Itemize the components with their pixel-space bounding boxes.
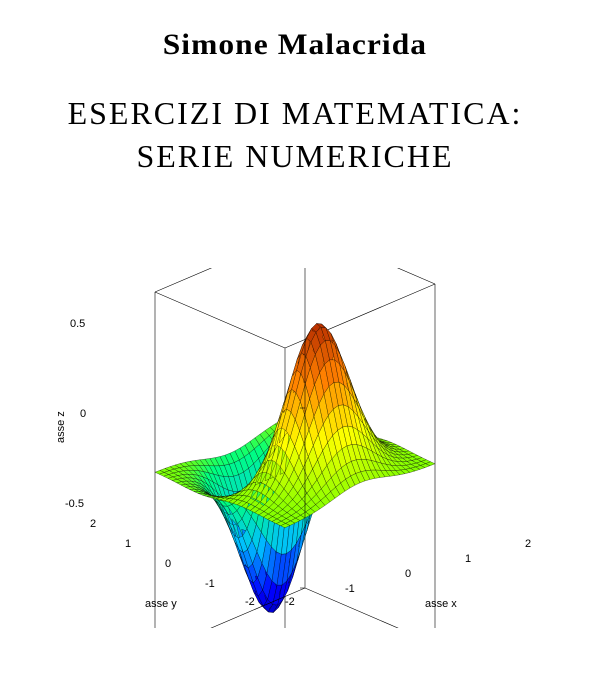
ytick-0: 2 [90,518,96,530]
xtick-3: 1 [465,553,471,565]
ytick-4: -2 [245,596,255,608]
xtick-2: 0 [405,568,411,580]
title-line-1: Esercizi di matematica: [68,92,523,135]
surface-svg [35,268,555,628]
author-name: Simone Malacrida [163,28,427,62]
surface-plot-3d: 0.5 0 -0.5 asse z 2 1 0 -1 -2 asse y -2 … [35,268,555,628]
xtick-1: -1 [345,583,355,595]
title-line-2: serie numeriche [68,135,523,178]
ytick-1: 1 [125,538,131,550]
cover-page: Simone Malacrida Esercizi di matematica:… [0,0,590,700]
x-axis-label: asse x [425,598,457,610]
xtick-4: 2 [525,538,531,550]
ytick-2: 0 [165,558,171,570]
ytick-3: -1 [205,578,215,590]
y-axis-label: asse y [145,598,177,610]
book-title: Esercizi di matematica: serie numeriche [68,92,523,178]
z-axis-label: asse z [55,412,67,444]
ztick-2: -0.5 [65,498,84,510]
ztick-1: 0 [80,408,86,420]
ztick-0: 0.5 [70,318,85,330]
xtick-0: -2 [285,596,295,608]
